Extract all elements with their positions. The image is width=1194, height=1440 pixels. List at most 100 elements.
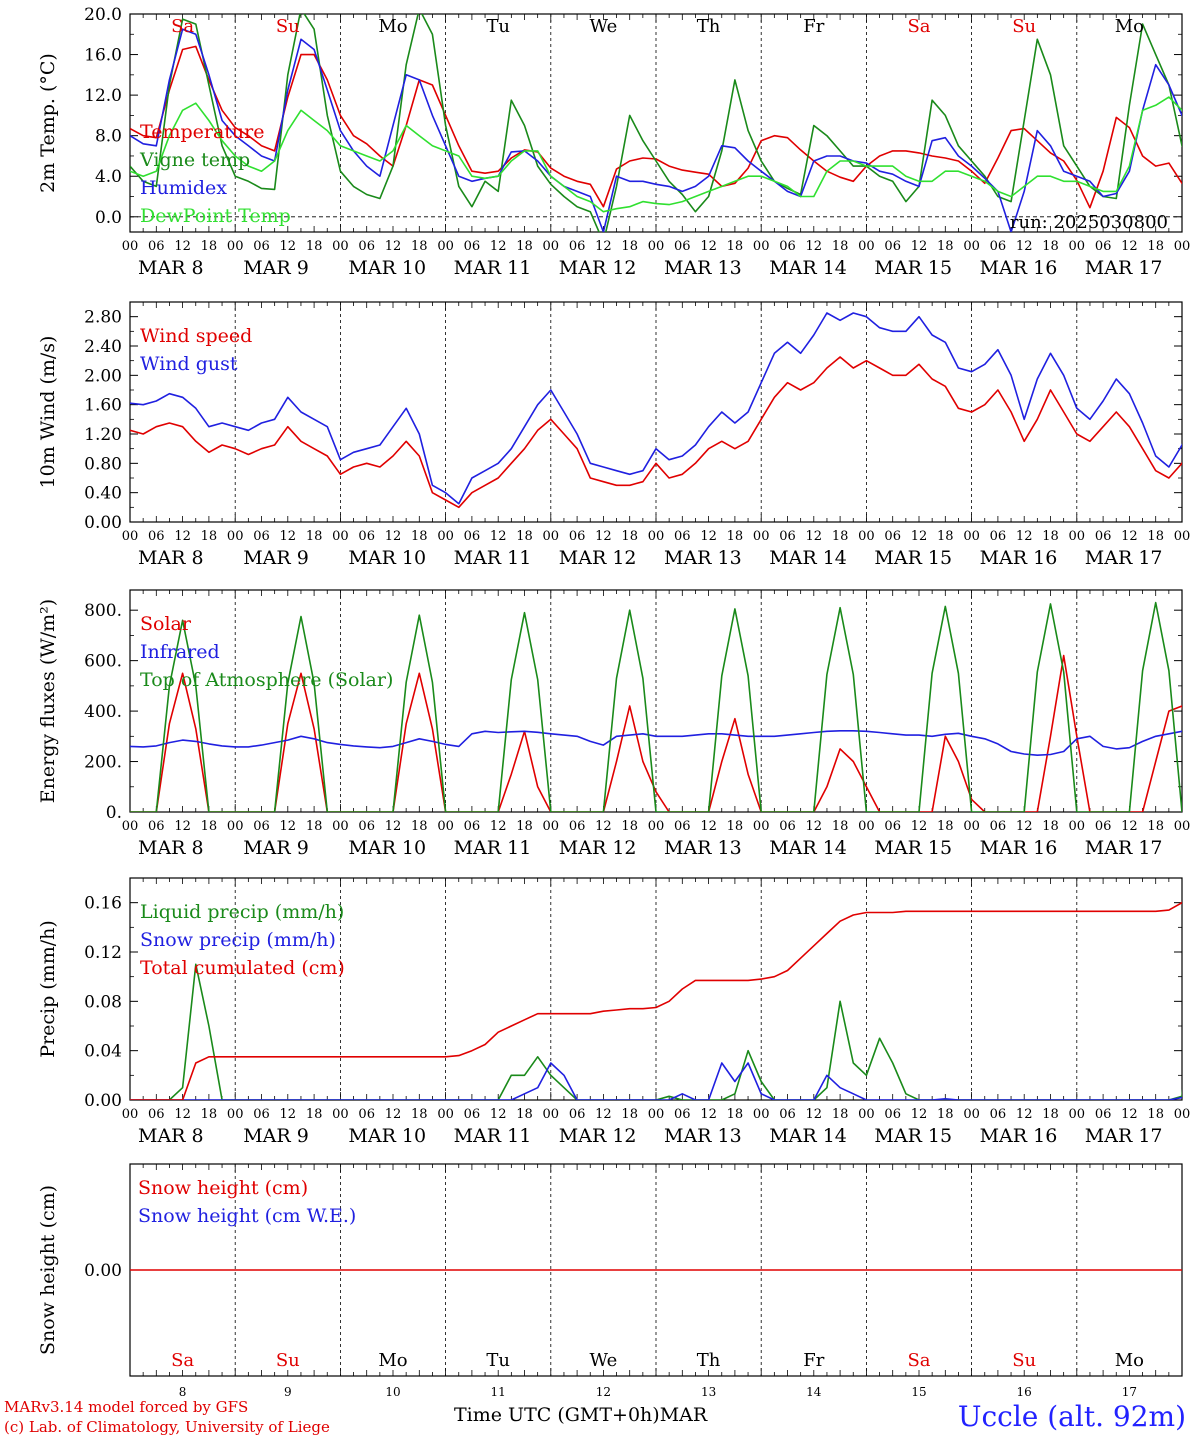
date-label: MAR 15 — [874, 257, 952, 279]
hour-tick-label: 06 — [569, 529, 586, 544]
hour-tick-label: 12 — [174, 819, 191, 834]
hour-tick-label: 06 — [1095, 819, 1112, 834]
hour-tick-label: 00 — [122, 239, 139, 254]
y-tick-label: 400. — [84, 702, 122, 722]
day-number-label: 9 — [284, 1385, 292, 1399]
hour-tick-label: 18 — [1147, 529, 1164, 544]
hour-tick-label: 12 — [595, 239, 612, 254]
date-label: MAR 10 — [348, 1125, 426, 1147]
hour-tick-label: 18 — [937, 1107, 954, 1122]
y-tick-label: 0.04 — [84, 1042, 122, 1062]
hour-tick-label: 00 — [858, 529, 875, 544]
series-line-vigne-temp — [130, 14, 1182, 232]
hour-tick-label: 12 — [280, 819, 297, 834]
hour-tick-label: 00 — [543, 1107, 560, 1122]
hour-tick-label: 06 — [253, 529, 270, 544]
hour-tick-label: 06 — [569, 819, 586, 834]
time-axis-title: Time UTC (GMT+0h)MAR — [454, 1404, 707, 1426]
hour-tick-label: 06 — [358, 239, 375, 254]
y-axis-label: Precip (mm/h) — [37, 920, 59, 1058]
series-group — [130, 901, 1182, 1100]
hour-tick-label: 18 — [727, 529, 744, 544]
series-line-top-of-atmosphere-solar — [130, 601, 1182, 812]
hour-tick-label: 18 — [306, 239, 323, 254]
hour-tick-label: 00 — [963, 239, 980, 254]
y-tick-label: 2.00 — [84, 366, 122, 386]
hour-tick-label: 12 — [385, 1107, 402, 1122]
panel-snow: 0.00 Snow height (cm) Snow height (cm) Snow… — [37, 1163, 1183, 1399]
y-tick-label: 20.0 — [84, 5, 122, 25]
hour-tick-label: 00 — [227, 1107, 244, 1122]
y-tick-label: 0.16 — [84, 894, 122, 914]
station-name: Uccle (alt. 92m) — [957, 1400, 1186, 1433]
hour-tick-label: 06 — [253, 239, 270, 254]
legend-entry: Wind speed — [140, 325, 252, 347]
day-label: Tu — [486, 16, 510, 37]
y-tick-label: 0.00 — [84, 1091, 122, 1111]
hour-tick-label: 06 — [1095, 529, 1112, 544]
hour-tick-label: 00 — [1069, 819, 1086, 834]
legend-entry: Liquid precip (mm/h) — [140, 901, 344, 923]
day-label: Sa — [171, 1350, 194, 1371]
hour-tick-label: 00 — [227, 529, 244, 544]
hour-tick-label: 18 — [306, 529, 323, 544]
day-label: Su — [276, 16, 300, 37]
hour-tick-label: 18 — [516, 1107, 533, 1122]
hour-tick-label: 18 — [516, 239, 533, 254]
day-number-label: 14 — [806, 1385, 822, 1399]
y-tick-label: 8.0 — [95, 127, 122, 147]
hour-tick-label: 00 — [332, 239, 349, 254]
y-tick-label: 800. — [84, 601, 122, 621]
hour-tick-label: 18 — [1147, 819, 1164, 834]
y-tick-label: 0.12 — [84, 943, 122, 963]
series-line-dewpoint-temp — [130, 96, 1182, 213]
date-label: MAR 13 — [664, 1125, 742, 1147]
hour-tick-label: 00 — [753, 819, 770, 834]
hour-tick-label: 06 — [779, 529, 796, 544]
day-label: Sa — [171, 16, 194, 37]
date-label: MAR 11 — [454, 1125, 532, 1147]
hour-tick-label: 06 — [990, 819, 1007, 834]
series-line-snow-precip-mm-h — [130, 1062, 1182, 1100]
legend-entry: Snow height (cm) — [138, 1177, 308, 1199]
hour-tick-label: 06 — [674, 1107, 691, 1122]
hour-tick-label: 18 — [727, 819, 744, 834]
y-tick-label: 0. — [106, 803, 122, 823]
hour-tick-label: 06 — [884, 239, 901, 254]
day-label: Sa — [907, 1350, 930, 1371]
hour-tick-label: 06 — [464, 819, 481, 834]
hour-tick-label: 18 — [201, 1107, 218, 1122]
date-label: MAR 8 — [138, 257, 204, 279]
hour-tick-label: 06 — [358, 819, 375, 834]
hour-tick-label: 18 — [937, 239, 954, 254]
y-tick-label: 0.0 — [95, 208, 122, 228]
hour-tick-label: 00 — [227, 819, 244, 834]
series-line-infrared — [130, 730, 1182, 756]
hour-tick-label: 00 — [963, 819, 980, 834]
hour-tick-label: 00 — [332, 819, 349, 834]
panel-temperature: 20.0 16.0 12.0 8.0 4.0 0.0 2m Temp. (°C) Temper… — [37, 5, 1190, 279]
hour-tick-label: 06 — [569, 239, 586, 254]
day-label: Th — [697, 16, 721, 37]
date-label: MAR 11 — [454, 257, 532, 279]
day-label: Mo — [378, 1350, 407, 1371]
lab-credit-line: (c) Lab. of Climatology, University of L… — [4, 1418, 330, 1436]
hour-tick-label: 00 — [648, 529, 665, 544]
date-label: MAR 10 — [348, 547, 426, 569]
hour-tick-label: 12 — [806, 239, 823, 254]
hour-tick-label: 12 — [280, 529, 297, 544]
run-annotation: run: 2025030800 — [1010, 212, 1168, 233]
day-label: Tu — [486, 1350, 510, 1371]
date-label: MAR 8 — [138, 547, 204, 569]
y-tick-label: 200. — [84, 753, 122, 773]
date-label: MAR 12 — [559, 837, 637, 859]
hour-tick-label: 18 — [1042, 1107, 1059, 1122]
hour-tick-label: 00 — [437, 529, 454, 544]
hour-tick-label: 18 — [727, 1107, 744, 1122]
hour-tick-label: 06 — [148, 1107, 165, 1122]
hour-tick-label: 18 — [832, 529, 849, 544]
series-line-total-cumulated-cm — [130, 901, 1182, 1100]
day-label: Th — [697, 1350, 721, 1371]
hour-tick-label: 00 — [1174, 529, 1191, 544]
day-label: We — [590, 16, 618, 37]
